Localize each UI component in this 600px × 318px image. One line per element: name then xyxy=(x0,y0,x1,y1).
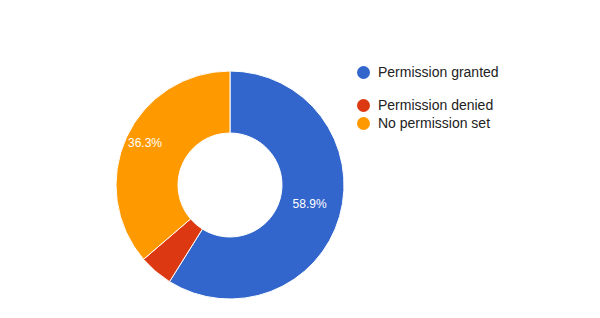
html-text:Permission denied: Permission denied xyxy=(378,97,494,113)
svg-text:36.3%: 36.3% xyxy=(128,136,162,150)
html-text:No permission set: No permission set xyxy=(378,115,490,131)
svg-text:58.9%: 58.9% xyxy=(293,197,327,211)
html-text:Permission granted: Permission granted xyxy=(378,64,499,80)
